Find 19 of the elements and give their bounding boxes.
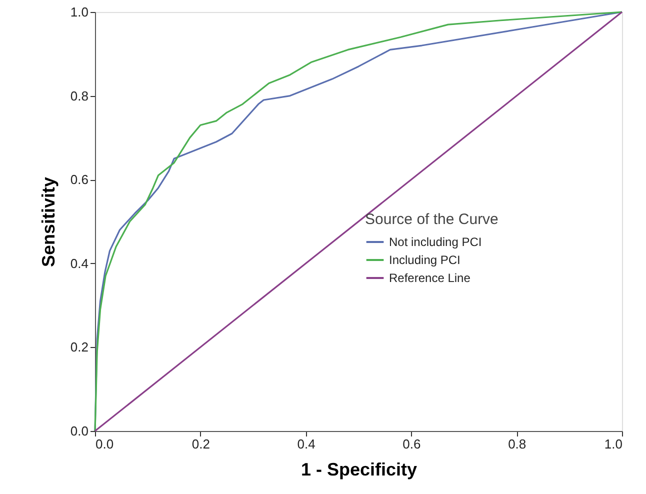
x-tick-label: 0.0 xyxy=(96,436,114,452)
y-tick-label: 0.4 xyxy=(70,256,88,271)
y-tick-label: 0.2 xyxy=(70,340,88,355)
legend-label: Including PCI xyxy=(389,253,460,267)
legend-title: Source of the Curve xyxy=(365,211,498,228)
x-tick-label: 0.6 xyxy=(402,436,421,452)
y-tick-label: 0.0 xyxy=(70,424,88,438)
y-tick-label: 0.6 xyxy=(70,172,88,188)
x-tick-label: 0.2 xyxy=(192,436,210,452)
y-tick-label: 1.0 xyxy=(70,4,88,20)
x-axis-title: 1 - Specificity xyxy=(300,460,418,480)
y-tick-label: 0.8 xyxy=(70,88,88,104)
x-tick-label: 0.4 xyxy=(297,436,316,452)
x-tick-label: 0.8 xyxy=(508,436,526,452)
x-tick-label: 1.0 xyxy=(604,436,622,452)
line-series xyxy=(94,11,623,432)
legend-label: Not including PCI xyxy=(389,235,482,249)
legend-label: Reference Line xyxy=(389,271,471,285)
y-axis-title: Sensitivity xyxy=(38,176,58,268)
